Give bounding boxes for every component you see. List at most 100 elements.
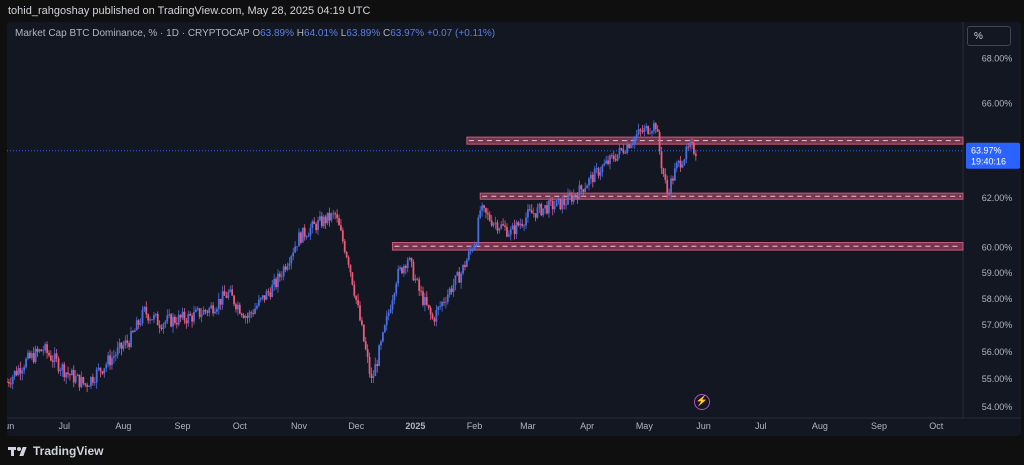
candle-body [382, 332, 384, 342]
candle-body [439, 306, 442, 307]
candle-body [221, 291, 224, 305]
candle-body [464, 264, 466, 267]
candle-body [433, 318, 436, 322]
lightning-icon[interactable]: ⚡ [694, 394, 710, 410]
candle-body [452, 284, 455, 293]
candle-body [496, 222, 499, 231]
tradingview-brand[interactable]: TradingView [8, 444, 103, 458]
low-label: L [340, 28, 347, 39]
candle-body [517, 222, 520, 226]
candle-body [265, 291, 268, 300]
candle-body [242, 315, 245, 319]
candle-body [36, 348, 39, 352]
candle-body [273, 278, 276, 285]
candle-body [670, 178, 672, 195]
candle-body [40, 349, 43, 352]
candle-body [509, 229, 512, 235]
candle-body [204, 309, 207, 312]
candle-body [658, 131, 661, 152]
candle-body [216, 308, 218, 312]
candle-body [622, 149, 625, 153]
candle-body [38, 349, 41, 352]
candle-body [158, 325, 161, 328]
candle-body [395, 283, 398, 294]
candle-body [559, 198, 562, 210]
chart-svg[interactable]: 68.00%66.00%64.00%62.00%60.00%59.00%58.0… [7, 22, 1021, 436]
candle-body [267, 291, 270, 293]
candle-body [546, 205, 548, 214]
candle-body [626, 144, 629, 153]
candle-body [74, 376, 77, 383]
candle-body [376, 364, 379, 366]
candle-body [44, 344, 47, 351]
candle-body [132, 331, 134, 332]
candle-body [263, 295, 266, 300]
candle-body [69, 374, 71, 376]
candle-body [523, 225, 526, 227]
candle-body [28, 352, 31, 358]
x-tick-label: Jun [696, 421, 711, 431]
y-tick-label: 66.00% [982, 99, 1013, 109]
candle-body [111, 357, 113, 366]
candle-body [490, 220, 493, 226]
candle-body [660, 151, 663, 169]
candle-body [355, 295, 358, 300]
candle-body [479, 210, 482, 218]
candle-body [456, 272, 459, 276]
candle-body [404, 265, 407, 269]
candle-body [368, 356, 371, 374]
candle-body [179, 314, 182, 318]
candle-body [114, 354, 117, 357]
candle-body [93, 382, 96, 384]
candle-body [59, 370, 62, 372]
candle-body [164, 321, 167, 325]
candle-body [502, 224, 505, 226]
x-tick-label: Jul [755, 421, 767, 431]
candle-body [410, 257, 413, 263]
price-tag-bg [966, 142, 1020, 169]
candle-body [481, 205, 484, 211]
candle-body [387, 312, 390, 316]
candle-body [315, 224, 318, 231]
percent-scale-button[interactable]: % [967, 26, 1011, 46]
candle-body [349, 264, 352, 273]
candle-body [420, 290, 422, 292]
x-tick-label: Feb [467, 421, 483, 431]
candle-body [570, 195, 573, 202]
candle-body [397, 269, 400, 284]
candle-body [9, 383, 12, 385]
candle-body [124, 340, 127, 346]
candle-body [687, 146, 690, 148]
candle-body [593, 168, 596, 183]
candle-body [672, 178, 674, 181]
candle-body [225, 295, 228, 298]
candle-body [319, 216, 321, 221]
candle-body [174, 316, 176, 324]
candle-body [677, 160, 680, 163]
candle-body [30, 353, 33, 358]
candle-body [80, 377, 83, 388]
candle-body [231, 289, 234, 296]
candle-body [326, 212, 329, 224]
y-tick-label: 54.00% [982, 402, 1013, 412]
candle-body [172, 316, 174, 327]
candle-body [637, 129, 640, 135]
candle-body [332, 213, 335, 215]
chart-panel[interactable]: 68.00%66.00%64.00%62.00%60.00%59.00%58.0… [7, 22, 1021, 436]
candle-body [238, 304, 241, 314]
candle-body [53, 353, 56, 362]
candle-body [641, 130, 644, 132]
candle-body [202, 309, 205, 315]
candle-body [229, 289, 232, 292]
x-tick-label: Aug [115, 421, 131, 431]
candle-body [473, 245, 476, 250]
candle-body [553, 206, 556, 210]
candle-body [572, 194, 575, 202]
candle-body [477, 217, 480, 245]
candle-body [374, 364, 377, 377]
candle-body [555, 200, 558, 207]
candle-body [527, 209, 529, 218]
candle-body [633, 137, 636, 144]
candle-body [170, 314, 173, 327]
candle-body [378, 345, 380, 366]
